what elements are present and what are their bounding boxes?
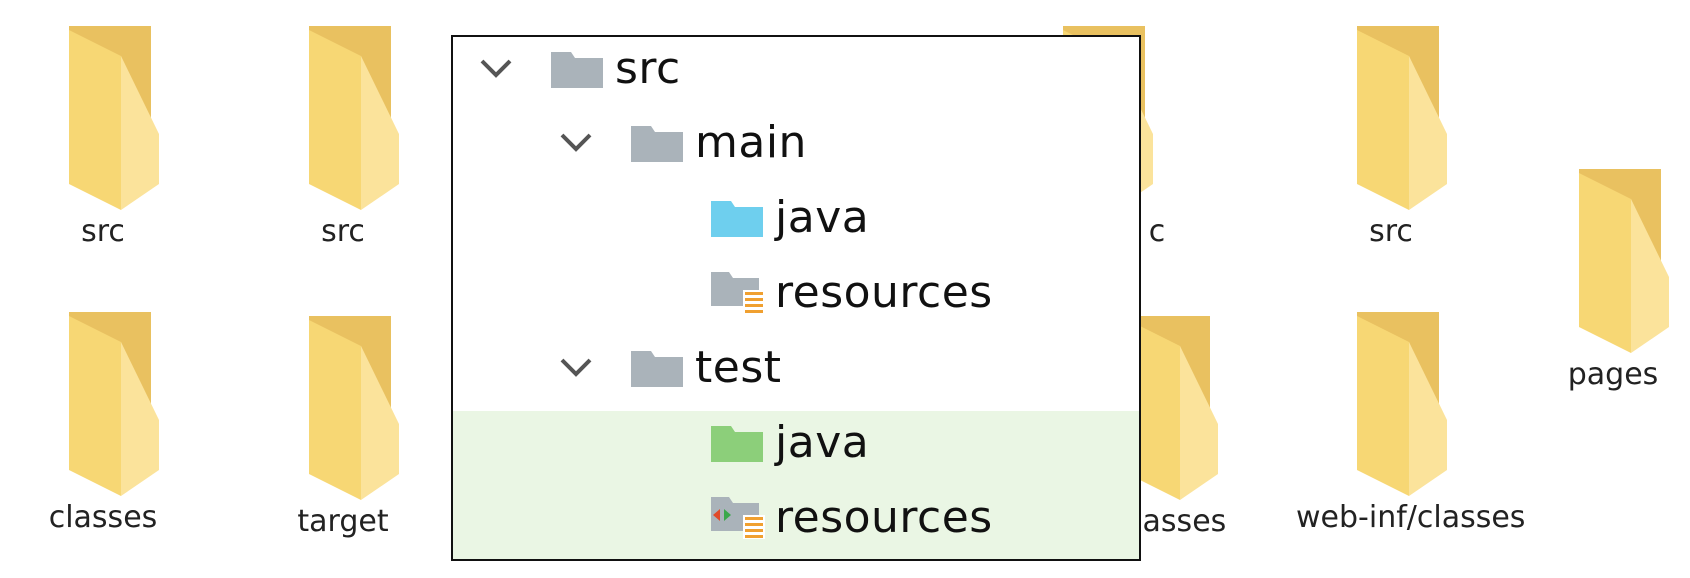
folder-icon bbox=[309, 26, 399, 210]
tree-node-main-java[interactable]: java bbox=[709, 187, 869, 247]
folder-label: src bbox=[321, 214, 365, 249]
folder-icon bbox=[1357, 26, 1447, 210]
tree-node-main[interactable]: main bbox=[559, 112, 807, 172]
green-test-folder-icon bbox=[711, 426, 763, 462]
tree-node-main-resources[interactable]: resources bbox=[709, 262, 993, 322]
desktop-folder-pages[interactable]: pages bbox=[1518, 165, 1690, 392]
tree-node-test[interactable]: test bbox=[559, 337, 782, 397]
tree-node-src[interactable]: src bbox=[479, 38, 681, 98]
folder-label: src bbox=[81, 214, 125, 249]
test-resources-folder-icon bbox=[711, 497, 765, 539]
project-tree-panel: src main java resources bbox=[451, 35, 1141, 561]
tree-node-label: java bbox=[775, 191, 870, 243]
blue-source-folder-icon bbox=[711, 201, 763, 237]
tree-node-label: resources bbox=[775, 491, 993, 543]
selection-highlight bbox=[453, 411, 1139, 559]
tree-node-label: java bbox=[775, 416, 870, 468]
chevron-down-icon[interactable] bbox=[479, 57, 513, 79]
folder-icon bbox=[69, 26, 159, 210]
gray-folder-icon bbox=[631, 351, 683, 387]
desktop-folder-src-1[interactable]: src bbox=[8, 22, 198, 249]
folder-icon bbox=[1128, 316, 1218, 500]
folder-icon bbox=[69, 312, 159, 496]
gray-folder-icon bbox=[631, 126, 683, 162]
tree-node-label: resources bbox=[775, 266, 993, 318]
folder-label: web-inf/classes bbox=[1296, 500, 1526, 535]
tree-node-test-java[interactable]: java bbox=[709, 412, 869, 472]
folder-icon bbox=[1579, 169, 1669, 353]
desktop-folder-web-inf-classes[interactable]: web-inf/classes bbox=[1296, 308, 1526, 535]
resources-folder-icon bbox=[711, 272, 765, 314]
gray-folder-icon bbox=[551, 52, 603, 88]
folder-icon bbox=[1357, 312, 1447, 496]
folder-label: c bbox=[1148, 214, 1166, 249]
folder-label: pages bbox=[1567, 357, 1659, 392]
folder-label: target bbox=[297, 504, 389, 539]
folder-label: classes bbox=[48, 500, 158, 535]
tree-node-test-resources[interactable]: resources bbox=[709, 487, 993, 547]
desktop-folder-src-2[interactable]: src bbox=[248, 22, 438, 249]
desktop-folder-src-3[interactable]: src bbox=[1296, 22, 1486, 249]
tree-node-label: test bbox=[695, 341, 782, 393]
tree-node-label: main bbox=[695, 116, 807, 168]
desktop-folder-target[interactable]: target bbox=[248, 312, 438, 539]
folder-icon bbox=[309, 316, 399, 500]
tree-node-label: src bbox=[615, 42, 681, 94]
desktop-folder-classes-1[interactable]: classes bbox=[8, 308, 198, 535]
chevron-down-icon[interactable] bbox=[559, 131, 593, 153]
chevron-down-icon[interactable] bbox=[559, 356, 593, 378]
folder-label: src bbox=[1369, 214, 1413, 249]
